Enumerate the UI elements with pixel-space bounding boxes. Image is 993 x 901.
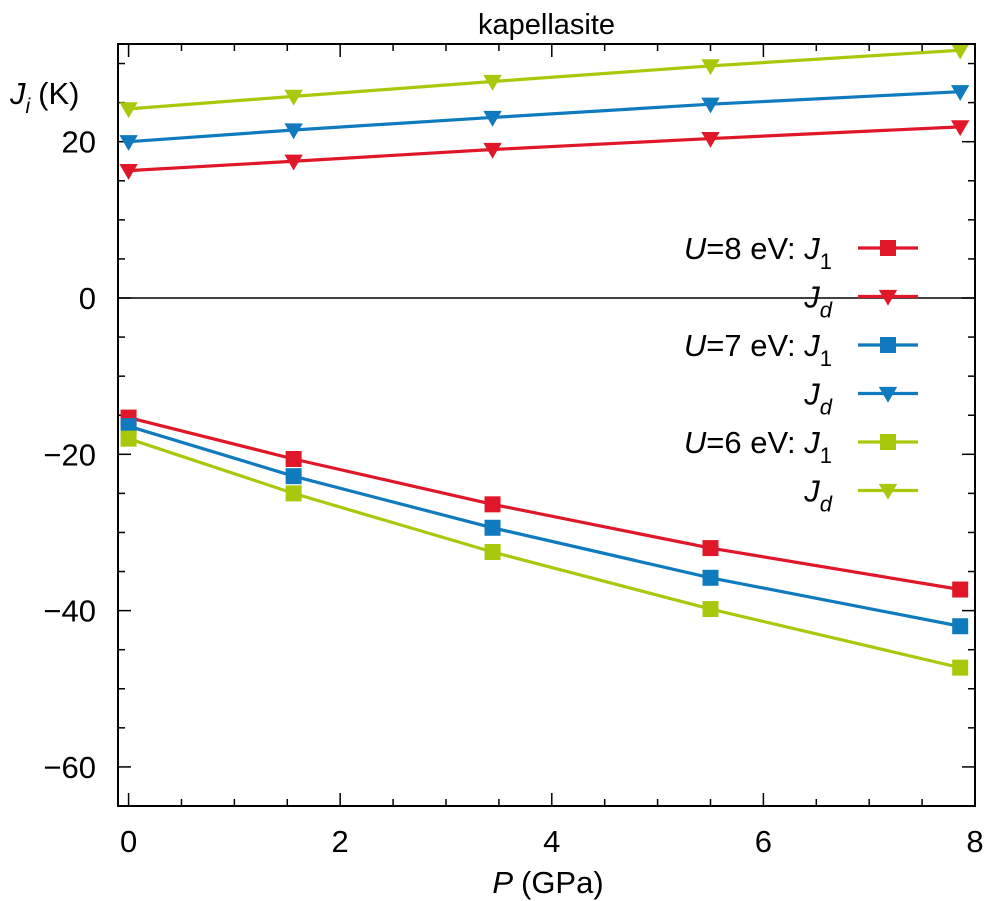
data-point xyxy=(285,468,302,485)
data-point xyxy=(702,540,719,557)
legend-marker xyxy=(878,483,898,500)
series-2 xyxy=(120,418,969,635)
data-point xyxy=(483,142,502,159)
legend-entry: Jd xyxy=(803,474,918,517)
x-axis-label: P (GPa) xyxy=(492,865,603,900)
legend-label: U=7 eV: J1 xyxy=(684,328,832,371)
y-tick-label: −40 xyxy=(43,594,96,629)
data-point xyxy=(119,135,138,151)
data-point xyxy=(484,544,501,560)
data-point xyxy=(702,569,719,586)
series-0 xyxy=(120,409,969,598)
data-point xyxy=(702,601,719,618)
legend-entry: U=8 eV: J1 xyxy=(684,231,918,274)
x-tick-label: 8 xyxy=(966,824,983,859)
data-point xyxy=(119,102,138,119)
data-point xyxy=(484,519,501,536)
data-point xyxy=(950,43,970,60)
plot-frame xyxy=(117,43,976,807)
data-point xyxy=(952,581,969,598)
legend-marker xyxy=(880,434,896,450)
data-point xyxy=(285,450,302,467)
data-point xyxy=(952,618,969,635)
series-3 xyxy=(119,85,970,151)
legend-marker xyxy=(878,386,898,403)
data-point xyxy=(284,89,303,106)
y-axis-label: Ji (K) xyxy=(9,76,80,118)
y-tick-label: −20 xyxy=(43,437,96,472)
svg-text:P(GPa): P (GPa) xyxy=(492,865,603,900)
data-point xyxy=(119,164,138,180)
data-point xyxy=(120,418,137,435)
legend-entry: U=6 eV: J1 xyxy=(684,425,918,468)
legend-label: Jd xyxy=(803,474,833,517)
data-point xyxy=(284,123,303,140)
legend-entry: U=7 eV: J1 xyxy=(684,328,918,371)
x-tick-label: 6 xyxy=(755,824,772,859)
data-point xyxy=(701,59,720,76)
x-tick-label: 4 xyxy=(543,824,560,859)
chart-title: kapellasite xyxy=(478,9,615,41)
data-point xyxy=(952,659,969,676)
series-line xyxy=(128,416,961,592)
x-tick-label: 0 xyxy=(120,824,137,859)
legend: U=8 eV: J1 Jd U=7 eV: J1 Jd U=6 eV: J1 Jd xyxy=(684,231,918,517)
legend-entry: Jd xyxy=(803,377,918,420)
series-4 xyxy=(120,430,969,676)
legend-label: Jd xyxy=(803,377,833,420)
legend-entry: Jd xyxy=(803,280,918,323)
data-point xyxy=(120,430,137,447)
data-point xyxy=(483,110,502,127)
data-point xyxy=(950,85,970,101)
svg-text:Ji(K): Ji (K) xyxy=(9,76,80,118)
series-line xyxy=(128,48,961,111)
axis-ticks: 0 2 4 6 8 −60 −40 −20 0 20 xyxy=(43,44,984,859)
y-tick-label: 20 xyxy=(62,125,96,160)
data-point xyxy=(950,120,970,137)
legend-marker xyxy=(878,289,898,306)
data-point xyxy=(701,131,720,148)
series-layer xyxy=(119,43,970,676)
series-1 xyxy=(119,120,970,180)
legend-label: U=8 eV: J1 xyxy=(684,231,832,274)
legend-label: Jd xyxy=(803,280,833,323)
series-line xyxy=(128,424,961,628)
series-5 xyxy=(119,43,970,119)
legend-marker xyxy=(880,240,896,256)
data-point xyxy=(701,97,720,114)
legend-label: U=6 eV: J1 xyxy=(684,425,832,468)
data-point xyxy=(483,74,502,91)
legend-marker xyxy=(880,337,896,353)
x-tick-label: 2 xyxy=(332,824,349,859)
series-line xyxy=(128,437,961,670)
y-tick-label: 0 xyxy=(79,281,96,316)
data-point xyxy=(284,154,303,171)
data-point xyxy=(285,485,302,502)
data-point xyxy=(484,496,501,513)
y-tick-label: −60 xyxy=(43,750,96,785)
